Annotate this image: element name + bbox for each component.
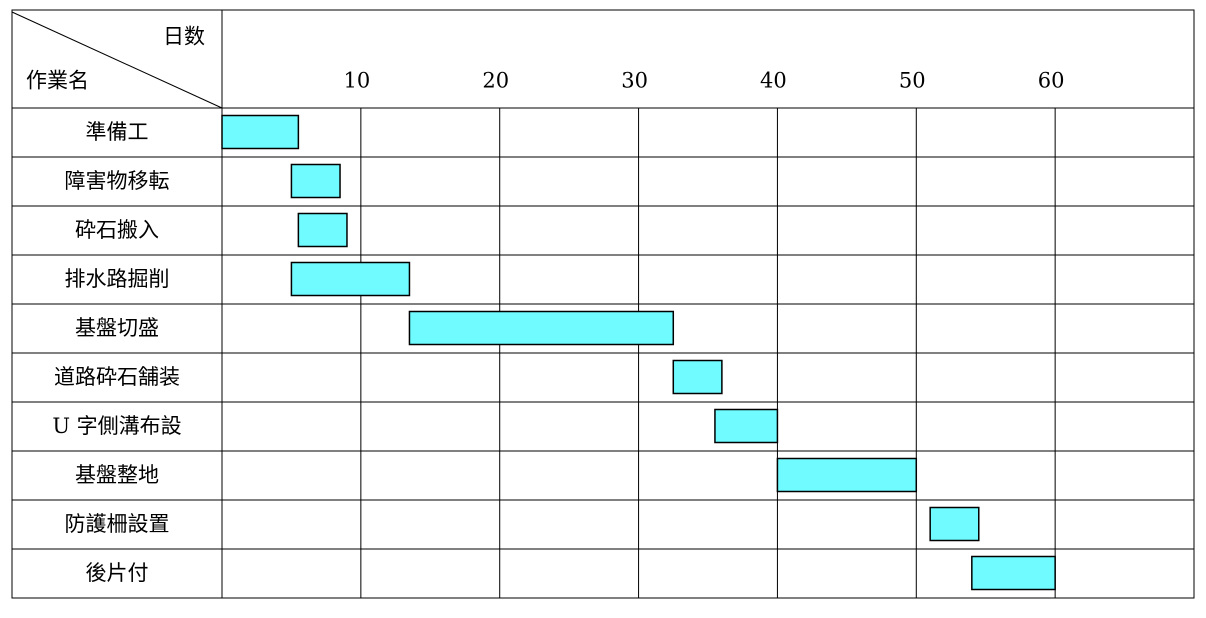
task-bar <box>221 114 300 150</box>
row-label: 防護柵設置 <box>65 512 170 536</box>
task-bar <box>714 408 779 444</box>
row-label: 準備工 <box>86 120 149 144</box>
row-label: 基盤切盛 <box>75 316 159 340</box>
x-tick-label: 20 <box>482 69 509 93</box>
task-bar <box>297 212 348 248</box>
row-label: 後片付 <box>86 561 149 585</box>
header-diagonal <box>11 11 223 109</box>
task-bar <box>290 163 341 199</box>
task-bar <box>290 261 411 297</box>
x-tick-label: 60 <box>1038 69 1065 93</box>
task-bar <box>672 359 723 395</box>
x-tick-label: 50 <box>899 69 926 93</box>
row-label: 排水路掘削 <box>65 267 170 291</box>
x-tick-label: 30 <box>621 69 648 93</box>
x-axis-label: 日数 <box>163 25 205 49</box>
row-label: 障害物移転 <box>65 169 170 193</box>
y-axis-label: 作業名 <box>26 69 89 93</box>
task-bar <box>408 310 675 346</box>
task-bar <box>776 457 918 493</box>
task-bar <box>971 555 1056 591</box>
task-bar <box>929 506 980 542</box>
x-tick-label: 40 <box>760 69 787 93</box>
x-tick-label: 10 <box>343 69 370 93</box>
row-label: 基盤整地 <box>75 463 159 487</box>
row-label: 道路砕石舗装 <box>54 365 180 389</box>
row-label: U 字側溝布設 <box>52 414 181 438</box>
row-label: 砕石搬入 <box>75 218 159 242</box>
